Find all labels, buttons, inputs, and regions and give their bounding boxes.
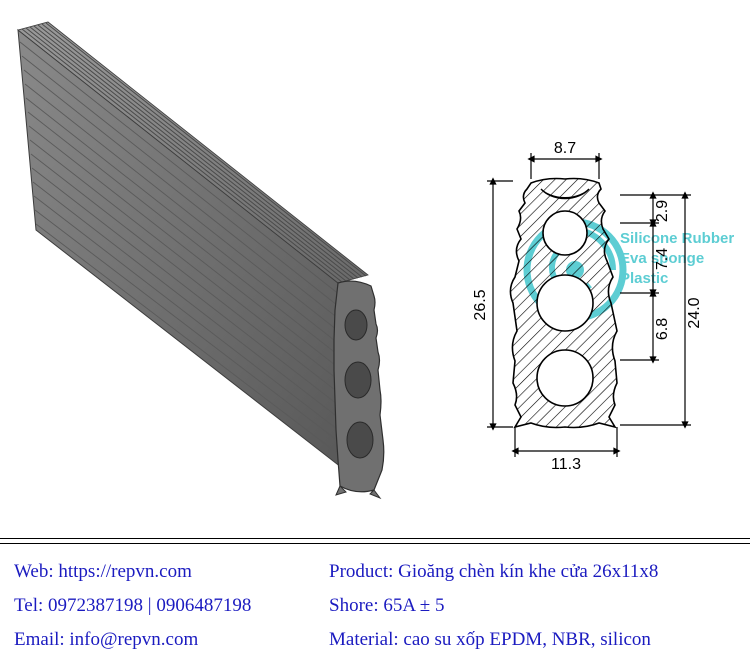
info-block: Web: https://repvn.com Tel: 0972387198 |…	[0, 555, 750, 658]
dim-right-mid-label: 7.4	[654, 248, 671, 270]
watermark-line1: Silicone Rubber	[620, 230, 734, 247]
dim-top-width-label: 8.7	[554, 140, 576, 157]
product-label: Product:	[329, 561, 398, 582]
dim-bottom-width	[515, 427, 617, 457]
product-value: Gioăng chèn kín khe cửa 26x11x8	[398, 561, 658, 582]
dim-right-total-label: 24.0	[686, 297, 703, 328]
email-value: info@repvn.com	[69, 629, 198, 650]
shore-label: Shore:	[329, 595, 383, 616]
divider-line	[0, 543, 750, 544]
dim-bottom-width-label: 11.3	[551, 456, 581, 473]
email-label: Email:	[14, 629, 69, 650]
tel-label: Tel:	[14, 595, 48, 616]
tel-value: 0972387198 | 0906487198	[48, 595, 251, 616]
dim-right-top-label: 2.9	[654, 200, 671, 222]
product-row: Product: Gioăng chèn kín khe cửa 26x11x8	[329, 555, 736, 589]
material-value: cao su xốp EPDM, NBR, silicon	[403, 629, 651, 650]
tel-row: Tel: 0972387198 | 0906487198	[14, 589, 329, 623]
web-row: Web: https://repvn.com	[14, 555, 329, 589]
divider-line	[0, 538, 750, 539]
web-label: Web:	[14, 561, 58, 582]
profile-3d-render	[8, 20, 428, 500]
dim-left-height-label: 26.5	[472, 289, 489, 320]
material-label: Material:	[329, 629, 403, 650]
web-value: https://repvn.com	[58, 561, 192, 582]
material-row: Material: cao su xốp EPDM, NBR, silicon	[329, 623, 736, 657]
dim-right-bot-label: 6.8	[654, 318, 671, 340]
shore-value: 65A ± 5	[383, 595, 444, 616]
email-row: Email: info@repvn.com	[14, 623, 329, 657]
profile-2d-drawing: Silicone Rubber Eva sponge Plastic 8.	[455, 135, 740, 475]
dim-left-height	[487, 181, 513, 427]
watermark-line3: Plastic	[620, 270, 668, 287]
shore-row: Shore: 65A ± 5	[329, 589, 736, 623]
